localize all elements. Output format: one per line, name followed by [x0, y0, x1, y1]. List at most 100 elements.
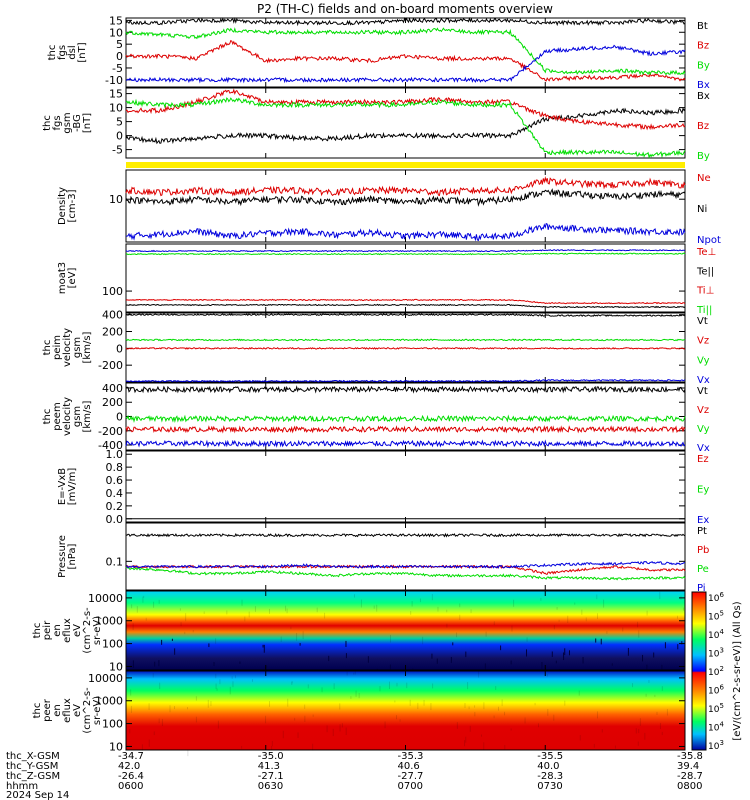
ytick-label: 0.0 [106, 513, 124, 526]
legend-pressure-2: Pe [697, 564, 709, 575]
ytick-label: -200 [98, 425, 123, 438]
ytick-label: 100 [102, 718, 123, 731]
data-quality-bar [126, 162, 685, 168]
ytick-label: 0.1 [106, 555, 124, 568]
ylabel-line: gsm [62, 112, 73, 133]
ytick-label: -5 [112, 62, 123, 75]
ylabel-line: dsl [67, 45, 78, 59]
ylabel-line: [nPa] [67, 543, 78, 569]
ylabel-line: fgs [57, 45, 68, 60]
footer-row-name: thc_X-GSM [6, 751, 60, 762]
ylabel-line: peer [42, 698, 53, 722]
ytick-label: 10000 [88, 592, 123, 605]
ylabel-line: eflux [62, 698, 73, 723]
series-fgs-dsl-Bt [125, 16, 686, 27]
ylabel-line: en [52, 624, 63, 637]
legend-peim-0: Vt [697, 316, 708, 327]
ylabel-line: thc [42, 340, 53, 356]
colorbar-tick-label: 105 [708, 702, 724, 715]
plot-title: P2 (TH-C) fields and on-board moments ov… [257, 2, 553, 16]
ylabel-line: thc [47, 45, 58, 61]
series-pressure-Pb [125, 564, 686, 575]
ytick-label: 1000 [95, 695, 123, 708]
footer-layer: thc_X-GSM -34.7 -35.0 -35.3 -35.5 -35.8 thc_Y-… [6, 751, 703, 800]
colorbar-tick-label: 104 [708, 721, 724, 734]
legend-fgs-gsm-0: Bx [697, 91, 710, 102]
ylabel-line: velocity [62, 328, 73, 367]
series-temp-Ti|| [125, 303, 686, 309]
legend-temp-0: Te⊥ [696, 247, 716, 258]
ylabel-line: [km/s] [82, 400, 93, 432]
legend-peem-1: Vz [697, 405, 709, 416]
legend-temp-2: Ti⊥ [696, 286, 714, 297]
colorbar-tick-label: 103 [708, 647, 724, 660]
ytick-label: 0.8 [106, 461, 124, 474]
legend-peem-2: Vy [697, 424, 710, 435]
legend-efield-2: Ex [697, 515, 709, 526]
legend-pressure-0: Pt [697, 526, 707, 537]
ylabel-line: E=-VxB [57, 468, 68, 505]
colorbar-tick-label: 102 [708, 665, 724, 678]
footer-value: 0730 [537, 781, 562, 792]
ytick-label: 200 [102, 326, 123, 339]
panel-peir: 10000 1000 100 10 thc peir en eflux eV (cm^2-s-sr… [32, 590, 686, 676]
series-fgs-dsl-Bx [125, 44, 686, 84]
ylabel-line: -BG [72, 114, 83, 132]
ytick-label: 0 [116, 130, 123, 143]
legend-pressure-3: Pi [697, 583, 706, 594]
footer-value: -28.3 [537, 771, 563, 782]
ylabel-line: sr-eV) [92, 616, 103, 645]
ylabel-line: [eV] [67, 268, 78, 289]
ylabel-line: peim [52, 335, 63, 360]
legend-fgs-dsl-1: Bz [697, 41, 709, 52]
footer-value: 41.3 [258, 761, 280, 772]
ylabel-line: thc [32, 703, 43, 719]
series-pressure-Pe [125, 566, 686, 581]
ytick-label: 100 [102, 638, 123, 651]
panel-peer: 10000 1000 100 10 thc peer en eflux eV (cm^2-s-sr… [32, 670, 686, 757]
legend-fgs-dsl-0: Bt [697, 21, 708, 32]
ylabel-line: [cm-3] [67, 189, 78, 222]
series-pressure-Pi [125, 561, 686, 570]
series-fgs-dsl-By [125, 27, 686, 76]
series-peim-Vx [125, 379, 686, 383]
ylabel-line: [nT] [77, 42, 88, 62]
ylabel-line: velocity [62, 397, 73, 436]
ylabel-line: (cm^2-s- [82, 607, 93, 654]
ytick-label: 5 [116, 116, 123, 129]
ylabel-line: sr-eV) [92, 696, 103, 725]
colorbar-tick-label: 103 [708, 739, 724, 752]
colorbar-tick-label: 105 [708, 610, 724, 623]
series-fgs-dsl-Bz [125, 39, 686, 82]
legend-peim-2: Vy [697, 355, 710, 366]
ytick-label: -10 [105, 74, 123, 87]
panel-density: 10 Density [cm-3] Ne Ni Npot [57, 169, 721, 246]
ytick-label: 0.6 [106, 474, 124, 487]
series-temp-Te⊥ [125, 249, 686, 253]
ylabel-line: eflux [62, 618, 73, 643]
ytick-label: 10 [109, 660, 123, 673]
ylabel-line: [mV/m] [67, 468, 78, 506]
ytick-label: 15 [109, 88, 123, 101]
ylabel-line: Pressure [57, 535, 68, 578]
ylabel-line: gsm [72, 406, 83, 427]
ytick-label: 400 [102, 309, 123, 322]
ytick-label: 10 [109, 26, 123, 39]
ylabel-line: (cm^2-s- [82, 687, 93, 734]
legend-density-1: Ni [697, 204, 707, 215]
footer-value: 42.0 [118, 761, 140, 772]
legend-fgs-dsl-2: By [697, 60, 710, 71]
series-temp-Ti⊥ [125, 298, 686, 305]
series-peem-Vx [125, 439, 686, 448]
legend-fgs-gsm-1: Bz [697, 121, 709, 132]
footer-value: -35.8 [677, 751, 703, 762]
ytick-label: -5 [112, 144, 123, 157]
ytick-label: 5 [116, 38, 123, 51]
series-pressure-Pt [125, 532, 686, 538]
footer-value: -28.7 [677, 771, 703, 782]
panel-frame-peem [125, 382, 686, 451]
series-density-Npot [125, 222, 686, 242]
